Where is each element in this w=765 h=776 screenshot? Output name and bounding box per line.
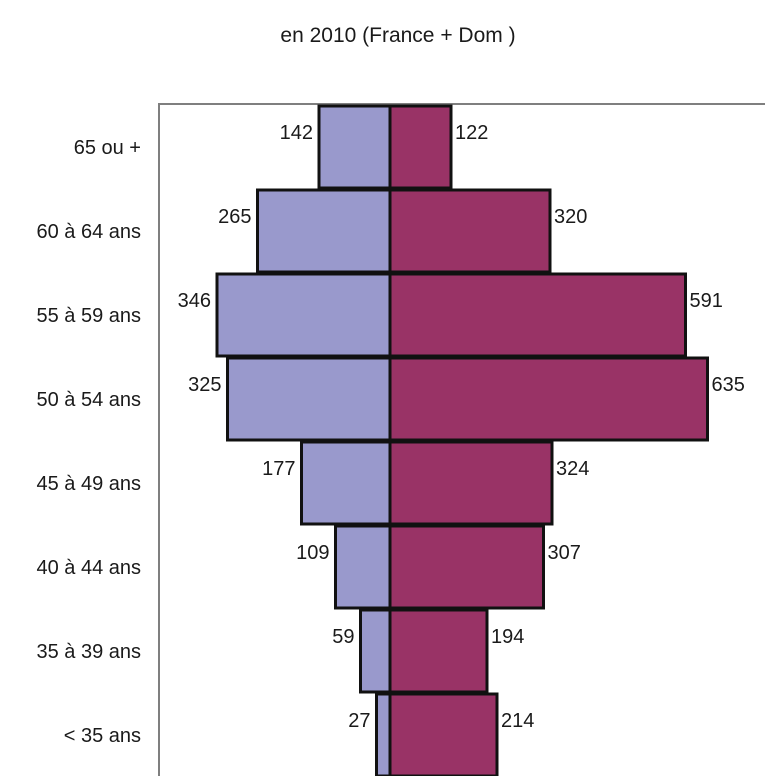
bar-right	[388, 104, 453, 190]
bars-layer	[215, 104, 709, 776]
bar-right	[388, 356, 709, 442]
labels-layer: 65 ou + 142 122 60 à 64 ans 265 320 55 à 59 an…	[36, 122, 744, 747]
bar-right	[388, 188, 552, 274]
value-label-right: 122	[455, 122, 488, 144]
bar-right	[388, 272, 687, 358]
value-label-right: 324	[556, 458, 589, 480]
category-label: 55 à 59 ans	[36, 305, 141, 327]
value-label-left: 177	[262, 458, 295, 480]
category-label: 35 à 39 ans	[36, 641, 141, 663]
value-label-right: 591	[690, 290, 723, 312]
value-label-left: 109	[296, 542, 329, 564]
bar-left	[226, 356, 392, 442]
category-label: 50 à 54 ans	[36, 389, 141, 411]
bar-left	[334, 524, 392, 610]
bar-left	[215, 272, 392, 358]
value-label-left: 346	[178, 290, 211, 312]
value-label-left: 59	[332, 626, 354, 648]
value-label-right: 320	[554, 206, 587, 228]
bar-left	[375, 692, 392, 776]
value-label-right: 635	[712, 374, 745, 396]
value-label-left: 142	[280, 122, 313, 144]
category-label: 40 à 44 ans	[36, 557, 141, 579]
category-label: 60 à 64 ans	[36, 221, 141, 243]
bar-right	[388, 524, 545, 610]
bar-right	[388, 692, 499, 776]
category-label: < 35 ans	[64, 725, 141, 747]
bar-right	[388, 608, 489, 694]
value-label-left: 27	[348, 710, 370, 732]
bar-left	[256, 188, 392, 274]
category-label: 45 à 49 ans	[36, 473, 141, 495]
bar-left	[359, 608, 392, 694]
value-label-right: 214	[501, 710, 534, 732]
bar-right	[388, 440, 554, 526]
bar-left	[300, 440, 392, 526]
value-label-right: 307	[548, 542, 581, 564]
bar-left	[317, 104, 392, 190]
value-label-left: 265	[218, 206, 251, 228]
value-label-left: 325	[188, 374, 221, 396]
category-label: 65 ou +	[74, 137, 141, 159]
value-label-right: 194	[491, 626, 524, 648]
chart-title: en 2010 (France + Dom )	[280, 24, 515, 47]
